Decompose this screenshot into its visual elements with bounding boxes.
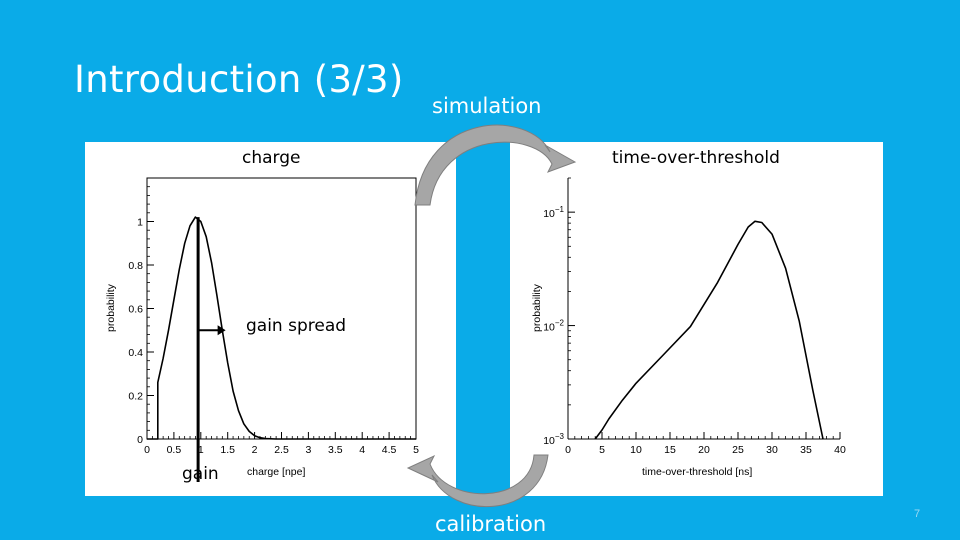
y-tick-exponent: −1 [555,205,565,214]
y-tick-label: 1 [137,217,143,229]
y-tick-label: 10−1 [543,205,564,220]
x-tick-label: 0 [144,444,150,456]
gain-spread-arrowhead [217,325,226,336]
y-tick-label: 0.8 [128,260,143,272]
x-tick-label: 2 [252,444,258,456]
y-axis-label: probability [105,283,117,332]
tot-chart: 0 5 10 15 20 25 30 35 40 10−3 10−2 10−1 time-over-th… [531,177,846,478]
x-tick-label: 25 [732,444,744,456]
y-tick-label: 10−3 [543,432,564,447]
tot-curve [594,220,824,440]
cycle-arrows [406,124,577,508]
x-tick-label: 0 [565,444,571,456]
gain-label: gain [182,464,219,484]
y-tick-label: 0.4 [128,347,143,359]
simulation-label: simulation [432,94,542,118]
x-tick-label: 5 [599,444,605,456]
calibration-arrow [406,454,549,508]
x-tick-label: 10 [630,444,642,456]
x-tick-label: 4.5 [382,444,397,456]
tot-label: time-over-threshold [612,148,780,168]
x-tick-label: 2.5 [274,444,289,456]
y-tick-label: 0.2 [128,391,143,403]
x-tick-label: 35 [800,444,812,456]
x-tick-label: 1 [198,444,204,456]
slide-title: Introduction (3/3) [74,58,404,101]
x-tick-label: 15 [664,444,676,456]
x-tick-label: 20 [698,444,710,456]
y-tick-label: 0.6 [128,304,143,316]
y-axis-label: probability [531,283,543,332]
charge-label: charge [242,148,301,168]
x-tick-label: 40 [834,444,846,456]
x-tick-label: 3.5 [328,444,343,456]
simulation-arrow [414,124,577,206]
y-tick-exponent: −2 [555,319,565,328]
x-axis-label: time-over-threshold [ns] [642,466,752,478]
charge-curve [147,216,416,440]
charge-frame [146,177,417,440]
x-tick-label: 1.5 [220,444,235,456]
gain-spread-label: gain spread [246,316,347,336]
slide-number: 7 [914,508,921,520]
x-tick-label: 3 [305,444,311,456]
x-tick-label: 0.5 [167,444,182,456]
x-axis-label: charge [npe] [247,466,305,478]
y-tick-exponent: −3 [555,432,565,441]
y-tick-label: 0 [137,434,143,446]
x-tick-label: 4 [359,444,365,456]
tot-plot-panel [510,142,883,496]
calibration-label: calibration [435,512,547,536]
charge-chart: 0 0.5 1 1.5 2 2.5 3 3.5 4 4.5 5 0 0.2 0.4 0.6 0.8 1 charg… [105,177,419,482]
x-tick-label: 5 [413,444,419,456]
x-tick-label: 30 [766,444,778,456]
y-tick-label: 10−2 [543,319,564,334]
